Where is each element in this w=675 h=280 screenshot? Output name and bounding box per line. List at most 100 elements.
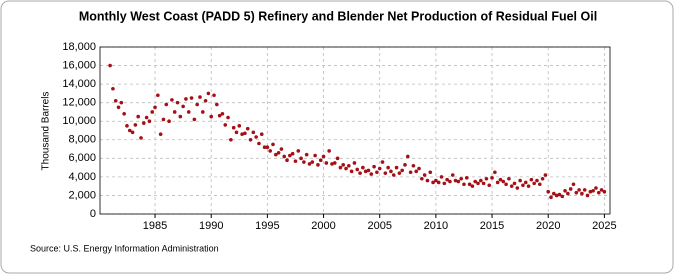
data-point [425,178,430,183]
data-point [338,165,343,170]
data-point [290,151,295,156]
y-tick-label: 2,000 [68,189,96,201]
data-point [296,149,301,153]
data-point [257,141,261,146]
data-point [316,163,320,167]
data-point [186,110,191,114]
data-point [566,191,570,196]
data-point [299,156,303,161]
data-point [358,171,362,175]
data-point [288,153,292,158]
data-point [111,86,115,91]
data-point [599,188,604,192]
data-point [139,136,143,140]
data-point [352,161,357,165]
data-point [130,130,135,135]
data-point [389,169,393,174]
data-point [563,189,567,193]
data-point [535,178,539,183]
data-point [369,172,374,176]
plot-area: 0 2,000 4,000 6,000 8,000 10,000 12,000 14,000 1… [62,41,616,232]
data-point [484,176,489,181]
data-point [363,169,368,174]
y-tick-label: 6,000 [68,152,96,164]
data-point [259,132,264,137]
data-point [285,158,289,162]
data-point [377,166,382,171]
data-point [481,181,486,186]
data-point [568,187,573,191]
data-point [310,160,315,164]
data-point [375,170,379,175]
data-point [341,163,346,167]
data-point [335,156,340,161]
data-point [293,159,298,163]
data-point [302,160,306,164]
data-point [158,132,163,137]
x-tick-label: 2005 [367,220,391,232]
data-point [212,93,216,98]
data-point [347,163,351,168]
data-point [414,169,419,174]
data-point [495,180,500,185]
data-point [493,170,497,175]
data-point [150,110,155,114]
chart-title: Monthly West Coast (PADD 5) Refinery and… [79,9,597,23]
data-point [501,179,506,184]
data-point [170,98,174,102]
data-point [515,186,520,190]
data-point [330,162,334,166]
data-point [153,105,157,110]
data-point [361,165,365,170]
data-point [431,180,435,185]
data-point [391,173,396,177]
data-point [574,190,579,195]
data-point [198,95,202,99]
data-point [217,113,222,118]
data-point [397,171,402,175]
data-point [142,121,146,125]
x-tick-label: 1990 [199,220,223,232]
data-point [164,102,169,107]
data-point [417,166,421,171]
plot-border [99,46,611,215]
data-point [181,104,185,109]
data-point [220,112,225,116]
data-point [487,183,492,188]
data-point [167,119,171,124]
data-point [549,195,553,200]
data-point [507,176,511,181]
data-point [436,180,441,185]
data-point [349,169,354,174]
data-point [271,142,275,147]
chart-frame [0,0,674,274]
data-point [560,194,565,199]
x-tick-label: 2010 [424,220,448,232]
data-point [248,137,253,142]
data-point [161,117,166,122]
data-point [459,176,463,181]
data-point [450,173,455,177]
y-axis-label: Thousand Barrels [41,92,52,171]
data-point [394,165,399,170]
data-point [557,192,562,197]
data-point [234,130,239,135]
data-point [108,63,112,68]
data-point [265,145,270,149]
data-point [467,182,472,187]
data-point [543,173,548,177]
data-point [386,165,390,170]
y-tick-label: 16,000 [62,59,96,71]
data-point [526,184,531,188]
data-point [318,158,323,162]
data-point [464,176,469,180]
data-point [125,124,129,128]
data-point [327,149,331,153]
data-point [504,182,508,187]
data-point [490,176,494,180]
data-point [136,114,140,119]
data-point [192,117,197,122]
data-point [479,178,483,183]
